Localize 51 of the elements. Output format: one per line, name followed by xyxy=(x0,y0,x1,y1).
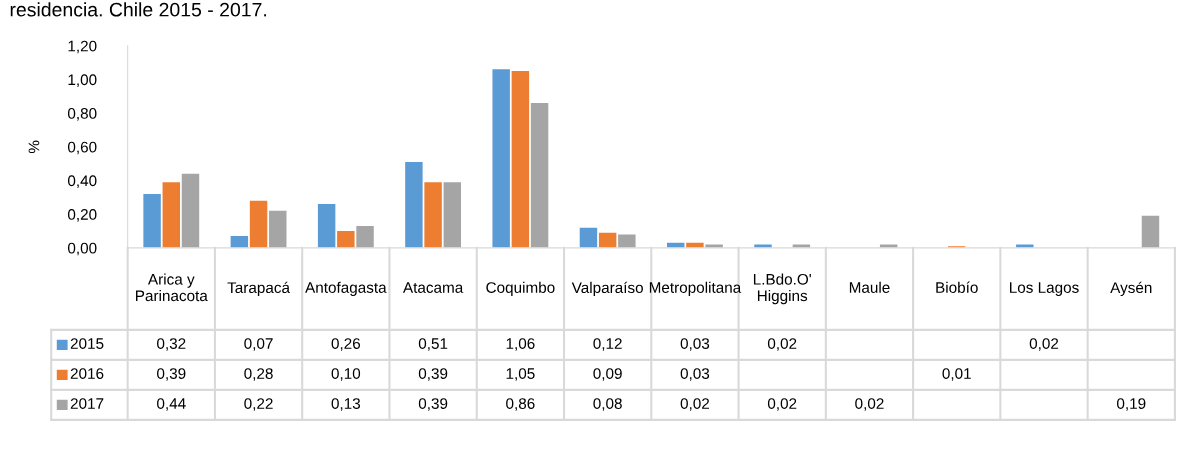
data-label: 0,19 xyxy=(1117,398,1146,411)
data-label: 1,05 xyxy=(506,368,535,381)
x-tick-label: Metropolitana xyxy=(649,281,742,296)
x-tick-label: Arica y Parinacota xyxy=(136,273,208,302)
data-label: 0,39 xyxy=(157,368,186,381)
data-label: 0,32 xyxy=(157,338,186,351)
legend-label: 2015 xyxy=(70,338,104,349)
x-tick-label: Los Lagos xyxy=(1010,282,1079,296)
data-label: 0,39 xyxy=(418,398,448,411)
data-label: 0,22 xyxy=(244,398,273,411)
x-tick-label: L.Bdo.O' Higgins xyxy=(753,273,811,305)
data-label: 0,08 xyxy=(593,398,622,411)
legend-label: 2017 xyxy=(70,398,104,409)
x-tick-label: Atacama xyxy=(402,282,464,293)
data-label: 0,02 xyxy=(1029,338,1059,351)
data-label: 0,02 xyxy=(680,398,710,411)
data-label: 0,01 xyxy=(942,368,971,381)
data-label: 0,10 xyxy=(331,368,361,381)
data-label: 0,12 xyxy=(593,338,622,351)
legend-label: 2016 xyxy=(70,368,104,379)
x-tick-label: Antofagasta xyxy=(305,281,387,296)
data-label: 0,03 xyxy=(680,338,710,351)
y-tick-label: 1,20 xyxy=(68,40,97,54)
data-label: 0,44 xyxy=(157,398,186,411)
x-tick-label: Tarapacá xyxy=(227,281,290,297)
data-label: 0,07 xyxy=(244,338,273,351)
data-label: 0,86 xyxy=(506,398,535,411)
data-label: 0,09 xyxy=(593,368,622,381)
y-tick-label: 0,00 xyxy=(67,242,97,256)
data-label: 1,06 xyxy=(506,338,535,351)
x-tick-label: Coquimbo xyxy=(486,281,555,296)
data-label: 0,26 xyxy=(331,338,361,351)
data-label: 0,03 xyxy=(680,368,710,381)
y-axis-title: % xyxy=(28,140,40,154)
data-label: 0,51 xyxy=(418,338,448,351)
data-label: 0,02 xyxy=(855,398,884,411)
y-tick-label: 0,40 xyxy=(67,175,97,188)
x-tick-label: Maule xyxy=(849,281,890,293)
data-label: 0,39 xyxy=(418,368,448,381)
x-tick-label: Valparaíso xyxy=(571,281,643,297)
y-tick-label: 0,20 xyxy=(67,209,97,222)
y-tick-label: 0,80 xyxy=(67,108,97,121)
x-tick-label: Aysén xyxy=(1110,281,1152,297)
data-label: 0,02 xyxy=(767,338,797,351)
data-label: 0,13 xyxy=(331,398,361,411)
y-tick-label: 1,00 xyxy=(68,74,97,87)
y-tick-label: 0,60 xyxy=(67,141,97,155)
data-label: 0,02 xyxy=(767,398,797,411)
x-tick-label: Biobío xyxy=(936,281,978,293)
data-label: 0,28 xyxy=(244,368,273,381)
chart-title: residencia. Chile 2015 - 2017. xyxy=(10,2,267,17)
